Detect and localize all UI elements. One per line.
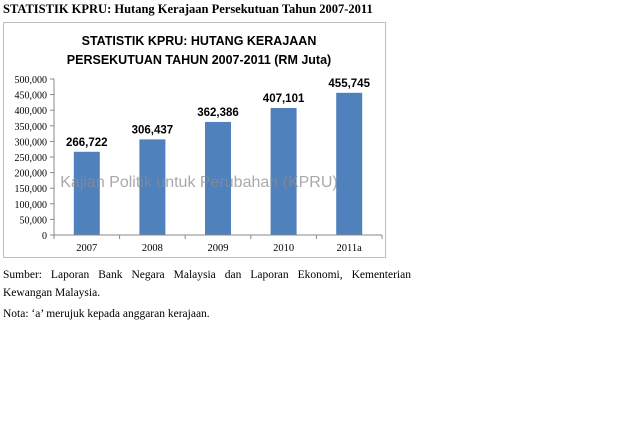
chart-container: STATISTIK KPRU: HUTANG KERAJAAN PERSEKUT… <box>3 22 386 258</box>
y-tick-label: 150,000 <box>15 184 48 195</box>
y-tick-label: 250,000 <box>15 153 48 164</box>
data-label: 266,722 <box>66 137 108 149</box>
data-label: 306,437 <box>132 124 174 136</box>
x-tick-label: 2009 <box>208 243 229 254</box>
y-tick-label: 200,000 <box>15 169 48 180</box>
data-label: 455,745 <box>328 78 370 90</box>
bar-2010 <box>270 107 297 235</box>
y-tick-label: 50,000 <box>20 215 48 226</box>
footnote: Nota: ‘a’ merujuk kepada anggaran keraja… <box>3 308 210 320</box>
page-heading: STATISTIK KPRU: Hutang Kerajaan Persekut… <box>3 2 373 16</box>
y-tick-label: 0 <box>42 231 47 242</box>
bar-2008 <box>139 139 166 235</box>
chart-title-line1: STATISTIK KPRU: HUTANG KERAJAAN <box>82 34 317 48</box>
x-tick-label: 2007 <box>76 243 97 254</box>
data-label: 407,101 <box>263 93 305 105</box>
x-tick-label: 2011a <box>337 243 363 254</box>
x-tick-label: 2010 <box>273 243 294 254</box>
bar-chart: STATISTIK KPRU: HUTANG KERAJAAN PERSEKUT… <box>15 34 383 254</box>
chart-title-line2: PERSEKUTUAN TAHUN 2007-2011 (RM Juta) <box>67 53 331 67</box>
data-label: 362,386 <box>197 107 239 119</box>
chart-watermark: Kajian Politik untuk Perubahan (KPRU) <box>60 174 337 191</box>
y-tick-label: 300,000 <box>15 137 48 148</box>
source-note: Sumber: Laporan Bank Negara Malaysia dan… <box>3 269 411 299</box>
y-tick-label: 100,000 <box>15 200 48 211</box>
x-tick-label: 2008 <box>142 243 163 254</box>
y-tick-label: 400,000 <box>15 106 48 117</box>
bar-2007 <box>73 151 100 235</box>
bar-2009 <box>205 121 231 235</box>
bar-2011a <box>336 92 363 236</box>
y-tick-label: 450,000 <box>15 91 48 102</box>
y-tick-label: 500,000 <box>15 75 48 86</box>
y-tick-label: 350,000 <box>15 122 48 133</box>
